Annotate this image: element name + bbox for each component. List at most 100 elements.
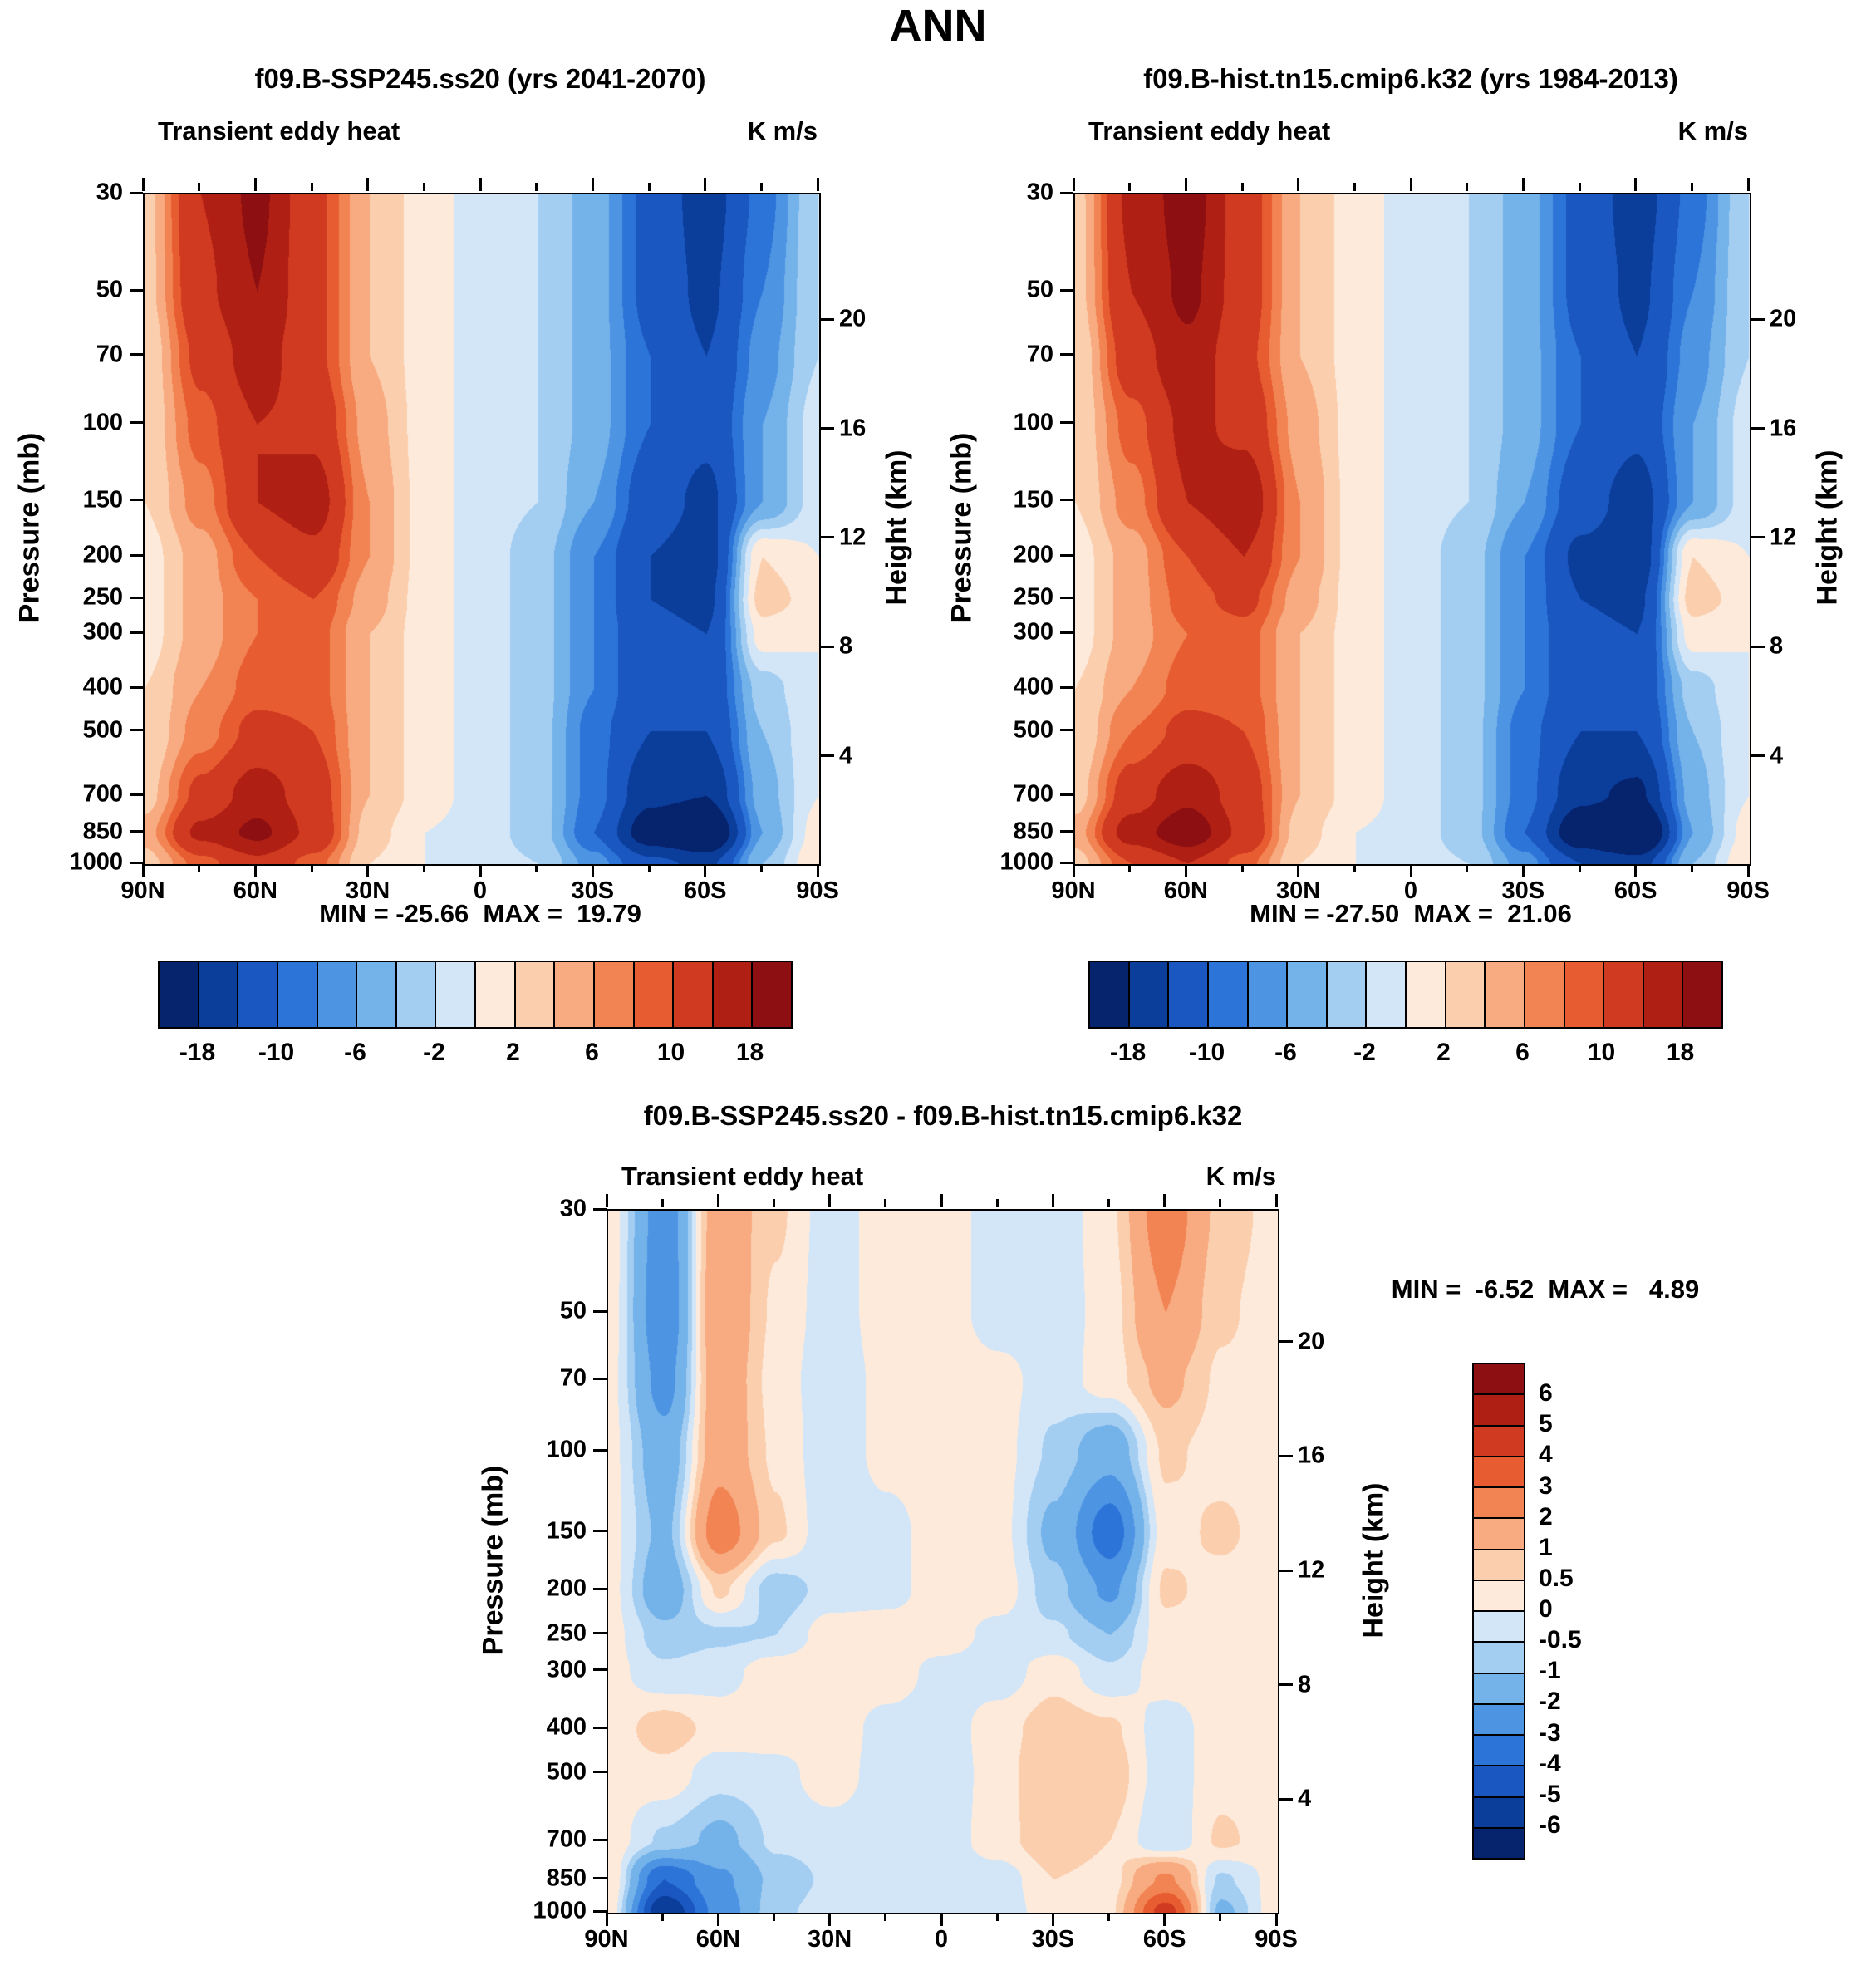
panel2-colorbar	[1088, 961, 1723, 1029]
panel3-colorbar-segment	[1474, 1734, 1524, 1766]
panel3-pressure-tick-label: 50	[559, 1297, 587, 1324]
panel3-colorbar-label: 5	[1539, 1410, 1553, 1438]
panel1-lat-tickmark-bottom	[704, 864, 707, 877]
panel3-lat-tickmark-bottom	[828, 1913, 832, 1926]
panel1-lat-tickmark-bottom	[759, 864, 763, 872]
panel1-lat-tickmark-top	[253, 178, 257, 191]
panel2-lat-tickmark-top	[1353, 183, 1356, 191]
panel2-pressure-tick-label: 150	[1013, 486, 1053, 513]
panel1-pressure-tickmark	[130, 596, 143, 599]
panel2-lat-tickmark-bottom	[1353, 864, 1356, 872]
panel1-lat-tickmark-top	[647, 183, 651, 191]
panel1-pressure-tick-label: 300	[82, 618, 123, 646]
panel1-colorbar-segment	[197, 962, 238, 1027]
panel3-lat-tickmark-bottom	[995, 1913, 999, 1921]
panel3-height-tick-label: 20	[1298, 1328, 1325, 1355]
panel3-pressure-tick-label: 1000	[533, 1897, 587, 1924]
panel3-lat-tick-label: 60S	[1142, 1926, 1186, 1953]
panel1-lat-tickmark-bottom	[479, 864, 482, 877]
panel3-pressure-tick-label: 700	[546, 1825, 587, 1853]
panel3-colorbar-segment	[1474, 1826, 1524, 1858]
panel1-title: f09.B-SSP245.ss20 (yrs 2041-2070)	[254, 63, 706, 94]
panel1-colorbar-segment	[751, 962, 791, 1027]
panel1-colorbar-segment	[276, 962, 317, 1027]
panel1-lat-tickmark-top	[422, 183, 425, 191]
panel1-contour-plot	[143, 193, 821, 866]
panel2-height-tick-label: 8	[1770, 632, 1784, 660]
panel2-height-tickmark	[1751, 536, 1765, 539]
panel3-lat-tickmark-bottom	[1274, 1913, 1278, 1926]
panel1-colorbar-segment	[632, 962, 673, 1027]
panel2-colorbar-segment	[1246, 962, 1287, 1027]
panel3-lat-tickmark-bottom	[884, 1913, 887, 1921]
panel3-lat-tick-label: 30S	[1031, 1926, 1075, 1953]
panel2-lat-tickmark-top	[1466, 183, 1469, 191]
panel3-lat-tickmark-bottom	[716, 1913, 719, 1926]
panel2-lat-tickmark-bottom	[1297, 864, 1300, 877]
panel2-lat-tickmark-bottom	[1409, 864, 1412, 877]
panel1-lat-tickmark-top	[591, 178, 594, 191]
panel2-lat-tick-label: 60N	[1163, 877, 1208, 904]
panel3-colorbar-segment	[1474, 1364, 1524, 1394]
panel1-height-tickmark	[821, 754, 834, 758]
panel3-colorbar-label: 6	[1539, 1379, 1553, 1408]
panel1-lat-tickmark-bottom	[198, 864, 201, 872]
panel1-lat-tickmark-bottom	[310, 864, 313, 872]
panel1-pressure-tickmark	[130, 191, 143, 194]
panel2-lat-tickmark-top	[1521, 178, 1525, 191]
panel3-colorbar-label: -4	[1539, 1749, 1561, 1777]
panel3-lat-tickmark-top	[828, 1194, 832, 1207]
panel1-lat-tickmark-top	[479, 178, 482, 191]
panel3-lat-tickmark-top	[1163, 1194, 1166, 1207]
panel3-lat-tick-label: 30N	[808, 1926, 852, 1953]
panel1-lat-tickmark-bottom	[141, 864, 145, 877]
panel3-pressure-tickmark	[593, 1448, 607, 1452]
panel2-lat-tick-label: 30N	[1276, 877, 1321, 904]
panel2-lat-tickmark-top	[1746, 178, 1750, 191]
panel3-lat-tickmark-top	[661, 1199, 664, 1207]
panel2-pressure-tick-label: 300	[1013, 618, 1053, 646]
panel1-lat-tick-label: 0	[473, 877, 488, 904]
panel1-colorbar-segment	[395, 962, 435, 1027]
panel2-height-tickmark	[1751, 645, 1765, 648]
panel3-pressure-tick-label: 150	[546, 1517, 587, 1545]
panel1-pressure-tickmark	[130, 861, 143, 864]
panel3-lat-tickmark-bottom	[1051, 1913, 1054, 1926]
panel3-pressure-tickmark	[593, 1309, 607, 1313]
panel3-lat-tick-label: 60N	[695, 1926, 740, 1953]
panel2-pressure-tickmark	[1060, 793, 1073, 796]
panel1-colorbar-segment	[553, 962, 593, 1027]
panel1-lat-tickmark-top	[198, 183, 201, 191]
panel2-colorbar-segment	[1127, 962, 1168, 1027]
panel3-lat-tickmark-top	[884, 1199, 887, 1207]
panel2-lat-tickmark-bottom	[1240, 864, 1244, 872]
panel1-colorbar-label: 10	[656, 1039, 685, 1066]
panel1-colorbar-segment	[711, 962, 752, 1027]
panel1-lat-tick-label: 90N	[120, 877, 165, 904]
panel2-lat-tickmark-top	[1240, 183, 1244, 191]
panel1-height-tickmark	[821, 536, 834, 539]
panel2-pressure-tick-label: 250	[1013, 583, 1053, 611]
panel1-lat-tickmark-top	[141, 178, 145, 191]
panel3-lat-tickmark-bottom	[1163, 1913, 1166, 1926]
panel1-lat-tickmark-bottom	[253, 864, 257, 877]
panel3-pressure-tickmark	[593, 1207, 607, 1211]
panel3-units-label: K m/s	[1206, 1162, 1276, 1191]
panel3-colorbar-label: 4	[1539, 1441, 1553, 1469]
panel2-pressure-tick-label: 200	[1013, 541, 1053, 568]
panel3-lat-tickmark-bottom	[661, 1913, 664, 1921]
panel1-pressure-axis-label: Pressure (mb)	[13, 432, 46, 623]
panel1-colorbar-segment	[435, 962, 474, 1027]
panel1-pressure-tick-label: 100	[82, 409, 123, 436]
panel3-colorbar-label: -2	[1539, 1688, 1561, 1716]
panel1-colorbar-segment	[592, 962, 633, 1027]
panel3-colorbar-segment	[1474, 1393, 1524, 1425]
panel3-lat-tickmark-bottom	[940, 1913, 943, 1926]
panel1-lat-tickmark-bottom	[366, 864, 370, 877]
panel3-lat-tickmark-top	[1219, 1199, 1222, 1207]
panel3-pressure-tick-label: 300	[546, 1656, 587, 1683]
panel2-lat-tickmark-bottom	[1184, 864, 1187, 877]
panel3-height-tick-label: 16	[1298, 1442, 1325, 1469]
panel3-height-tickmark	[1279, 1683, 1293, 1687]
